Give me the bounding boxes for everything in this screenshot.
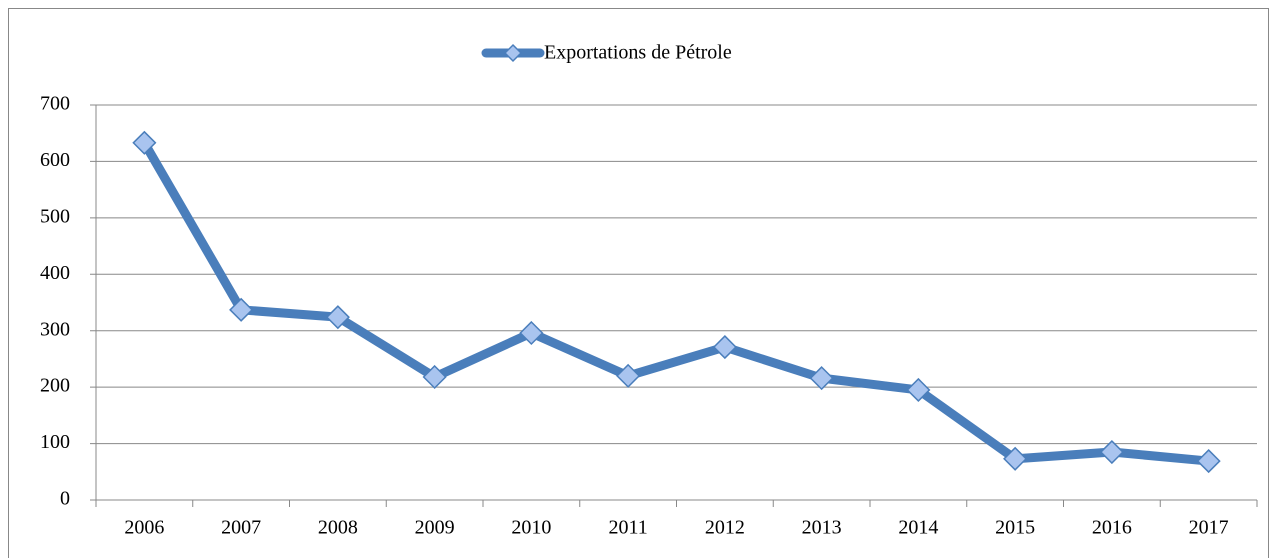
y-tick-label: 100 bbox=[40, 431, 70, 453]
marker bbox=[1099, 439, 1124, 465]
x-tick-label: 2011 bbox=[608, 517, 647, 539]
line bbox=[140, 140, 1210, 466]
y-tick-label: 400 bbox=[40, 262, 70, 284]
x-tick-label: 2015 bbox=[995, 517, 1035, 539]
x-tick-label: 2014 bbox=[898, 517, 938, 539]
marker bbox=[1196, 449, 1221, 474]
legend-marker bbox=[503, 43, 523, 63]
legend-label: Exportations de Pétrole bbox=[544, 42, 732, 64]
marker bbox=[422, 364, 447, 390]
x-tick-label: 2009 bbox=[415, 517, 455, 539]
chart-border bbox=[8, 8, 1269, 558]
x-tick-label: 2006 bbox=[124, 517, 164, 539]
marker bbox=[325, 305, 350, 330]
y-tick-label: 300 bbox=[40, 318, 70, 340]
y-tick-label: 600 bbox=[40, 149, 70, 171]
x-tick-label: 2012 bbox=[705, 517, 745, 539]
y-tick-label: 700 bbox=[40, 93, 70, 115]
x-tick-label: 2007 bbox=[221, 517, 261, 539]
marker bbox=[809, 366, 834, 391]
x-tick-label: 2016 bbox=[1092, 517, 1132, 539]
y-tick-label: 0 bbox=[60, 488, 70, 510]
y-tick-label: 200 bbox=[40, 375, 70, 397]
marker bbox=[519, 320, 544, 346]
marker bbox=[616, 363, 641, 388]
x-tick-label: 2010 bbox=[511, 517, 551, 539]
y-tick-label: 500 bbox=[40, 205, 70, 227]
marker bbox=[132, 130, 157, 155]
x-tick-label: 2017 bbox=[1189, 517, 1229, 539]
x-tick-label: 2008 bbox=[318, 517, 358, 539]
marker bbox=[906, 377, 931, 403]
x-tick-label: 2013 bbox=[802, 517, 842, 539]
marker bbox=[229, 297, 254, 322]
marker bbox=[1003, 446, 1028, 471]
marker bbox=[712, 335, 737, 360]
